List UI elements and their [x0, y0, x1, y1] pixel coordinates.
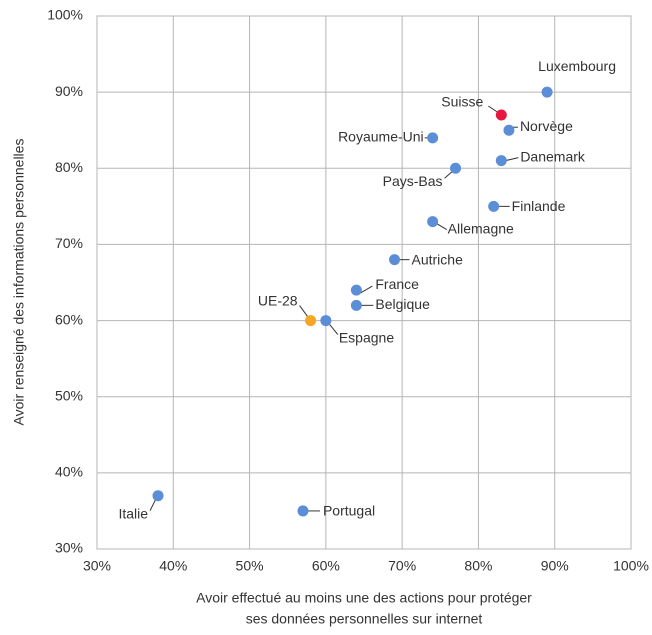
leader-line [436, 223, 447, 231]
point [495, 109, 507, 121]
point-label: Royaume-Uni [338, 129, 424, 145]
x-tick-label: 60% [312, 558, 340, 574]
point [488, 200, 500, 212]
leader-line [299, 305, 309, 317]
y-tick-label: 100% [47, 7, 83, 23]
x-tick-label: 100% [613, 558, 649, 574]
point [152, 490, 164, 502]
y-tick-label: 70% [55, 235, 83, 251]
point [541, 86, 553, 98]
point-label: Pays-Bas [383, 173, 443, 189]
x-axis-label: Avoir effectué au moins une des actions … [196, 590, 532, 606]
point-label: Allemagne [448, 220, 514, 236]
point [320, 315, 332, 327]
point-label: France [375, 276, 419, 292]
x-tick-label: 80% [464, 558, 492, 574]
point [297, 505, 309, 517]
point [427, 216, 439, 228]
point-label: Portugal [323, 503, 375, 519]
leader-line [149, 498, 157, 511]
point-label: Autriche [412, 251, 464, 267]
y-tick-label: 80% [55, 159, 83, 175]
y-tick-label: 90% [55, 83, 83, 99]
leader-line [360, 285, 373, 294]
point [503, 124, 515, 136]
point-label: UE-28 [258, 292, 298, 308]
leader-line [488, 105, 498, 113]
point-label: Espagne [339, 329, 394, 345]
x-axis-label: ses données personnelles sur internet [246, 611, 483, 627]
y-tick-label: 60% [55, 311, 83, 327]
y-tick-label: 30% [55, 540, 83, 556]
y-tick-label: 50% [55, 387, 83, 403]
x-tick-label: 40% [159, 558, 187, 574]
point-label: Italie [118, 505, 148, 521]
point [350, 299, 362, 311]
point [389, 254, 401, 266]
point [427, 132, 439, 144]
point-label: Luxembourg [538, 58, 616, 74]
y-tick-label: 40% [55, 464, 83, 480]
leader-line [444, 170, 453, 179]
x-tick-label: 90% [541, 558, 569, 574]
x-tick-label: 70% [388, 558, 416, 574]
point [450, 162, 462, 174]
point [495, 155, 507, 167]
point [305, 315, 317, 327]
point-label: Danemark [520, 148, 586, 164]
point-label: Suisse [441, 94, 483, 110]
point [350, 284, 362, 296]
point-label: Finlande [512, 198, 566, 214]
x-tick-label: 50% [236, 558, 264, 574]
x-tick-label: 30% [83, 558, 111, 574]
y-axis-label: Avoir renseigné des informations personn… [11, 139, 27, 426]
point-label: Norvège [520, 118, 573, 134]
leader-line [505, 157, 519, 162]
leader-line [328, 323, 339, 335]
point-label: Belgique [375, 296, 430, 312]
